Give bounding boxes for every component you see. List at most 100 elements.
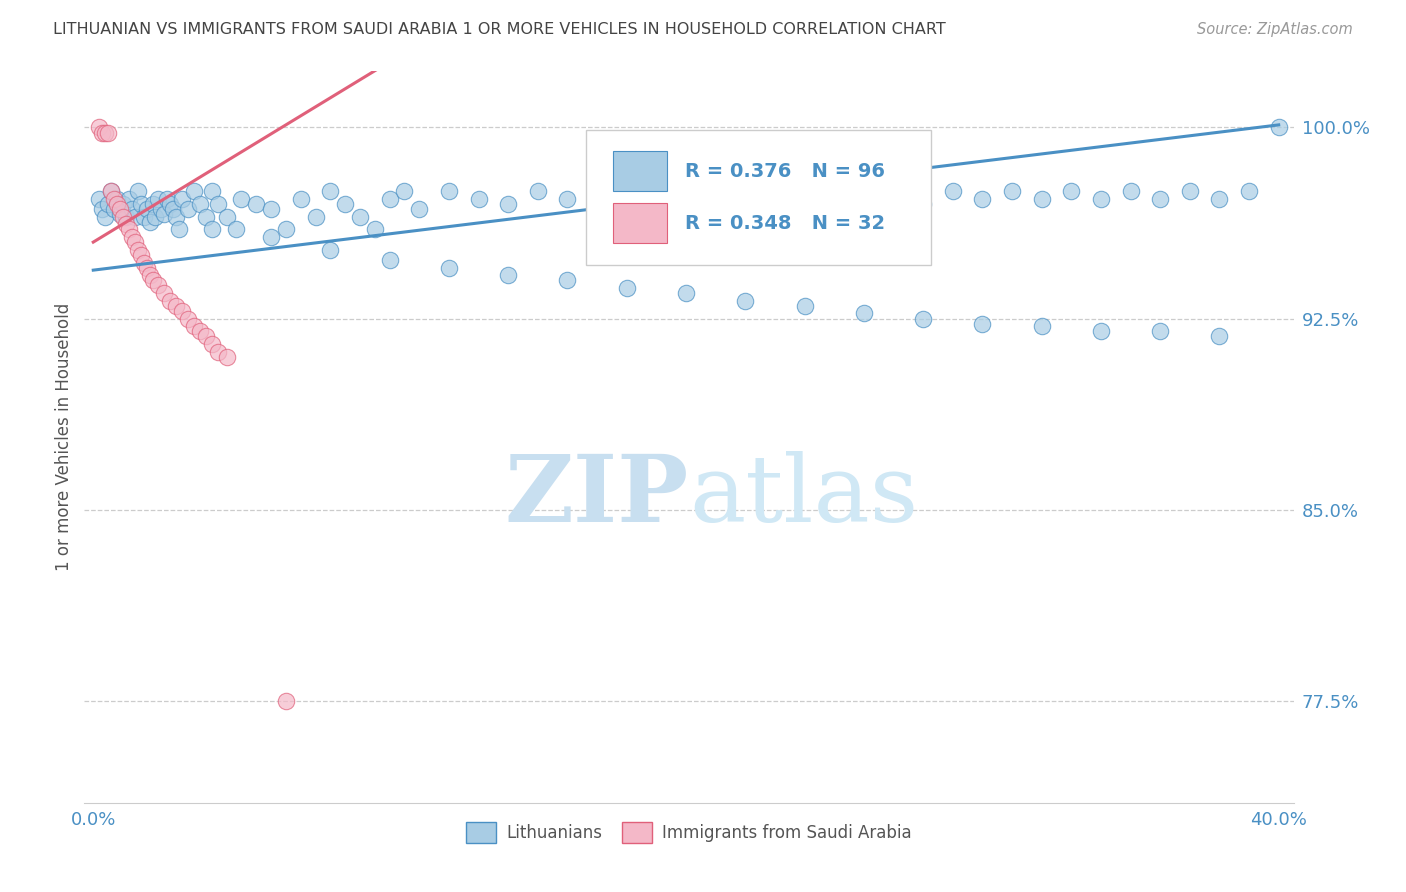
Point [201,337,224,351]
Point [150,202,173,216]
Point [467,192,489,206]
Point [194,210,217,224]
Point [108,202,131,216]
Point [734,293,756,308]
Point [675,286,697,301]
Point [704,192,727,206]
Point [100,184,122,198]
Point [121,230,143,244]
Point [103,192,125,206]
Point [108,207,131,221]
Point [135,260,157,275]
Point [145,210,167,224]
Point [183,319,205,334]
Point [496,268,519,283]
Point [153,207,176,221]
Legend: Lithuanians, Immigrants from Saudi Arabia: Lithuanians, Immigrants from Saudi Arabi… [460,815,918,849]
Point [260,230,283,244]
Point [1090,324,1112,338]
Point [972,317,994,331]
Point [156,192,179,206]
Point [141,197,163,211]
Point [274,222,297,236]
Point [1149,192,1171,206]
Point [194,329,217,343]
Point [165,210,187,224]
Point [616,281,638,295]
Point [153,286,176,301]
Point [912,311,935,326]
Point [127,243,149,257]
Point [437,184,460,198]
Point [364,222,387,236]
Point [319,184,342,198]
Point [159,197,181,211]
Point [378,252,401,267]
Point [148,192,170,206]
Point [333,197,356,211]
Point [97,197,120,211]
Point [124,235,146,249]
Point [135,202,157,216]
Point [89,192,111,206]
Point [408,202,430,216]
Point [91,202,114,216]
Point [91,126,114,140]
Text: LITHUANIAN VS IMMIGRANTS FROM SAUDI ARABIA 1 OR MORE VEHICLES IN HOUSEHOLD CORRE: LITHUANIAN VS IMMIGRANTS FROM SAUDI ARAB… [53,22,946,37]
Point [105,197,128,211]
Point [215,350,238,364]
Point [1031,319,1053,334]
Point [167,222,190,236]
Point [675,184,697,198]
Point [177,202,200,216]
Point [290,192,312,206]
Point [188,197,211,211]
Point [129,197,152,211]
Y-axis label: 1 or more Vehicles in Household: 1 or more Vehicles in Household [55,303,73,571]
Point [912,197,935,211]
Point [1208,192,1230,206]
Point [132,255,155,269]
Point [127,184,149,198]
Point [260,202,283,216]
Point [148,278,170,293]
Point [823,192,845,206]
Point [201,184,224,198]
Point [89,120,111,135]
Point [527,184,550,198]
Point [172,304,194,318]
Point [319,243,342,257]
Point [763,197,786,211]
Text: Source: ZipAtlas.com: Source: ZipAtlas.com [1197,22,1353,37]
Point [1208,329,1230,343]
Point [645,197,668,211]
Point [215,210,238,224]
Point [734,184,756,198]
Point [121,202,143,216]
Point [793,184,815,198]
Point [378,192,401,206]
Point [852,306,875,320]
Point [882,184,904,198]
Point [138,215,160,229]
Point [586,184,609,198]
Point [138,268,160,283]
Point [165,299,187,313]
Point [274,694,297,708]
Point [162,202,184,216]
Point [1090,192,1112,206]
Point [394,184,416,198]
Point [349,210,371,224]
Point [793,299,815,313]
Point [111,210,134,224]
Point [225,222,247,236]
Text: R = 0.376   N = 96: R = 0.376 N = 96 [685,161,886,181]
Point [1267,120,1289,135]
Point [115,210,138,224]
Point [97,126,120,140]
Point [231,192,253,206]
Text: ZIP: ZIP [505,450,689,541]
Point [304,210,326,224]
Point [94,126,117,140]
Point [496,197,519,211]
